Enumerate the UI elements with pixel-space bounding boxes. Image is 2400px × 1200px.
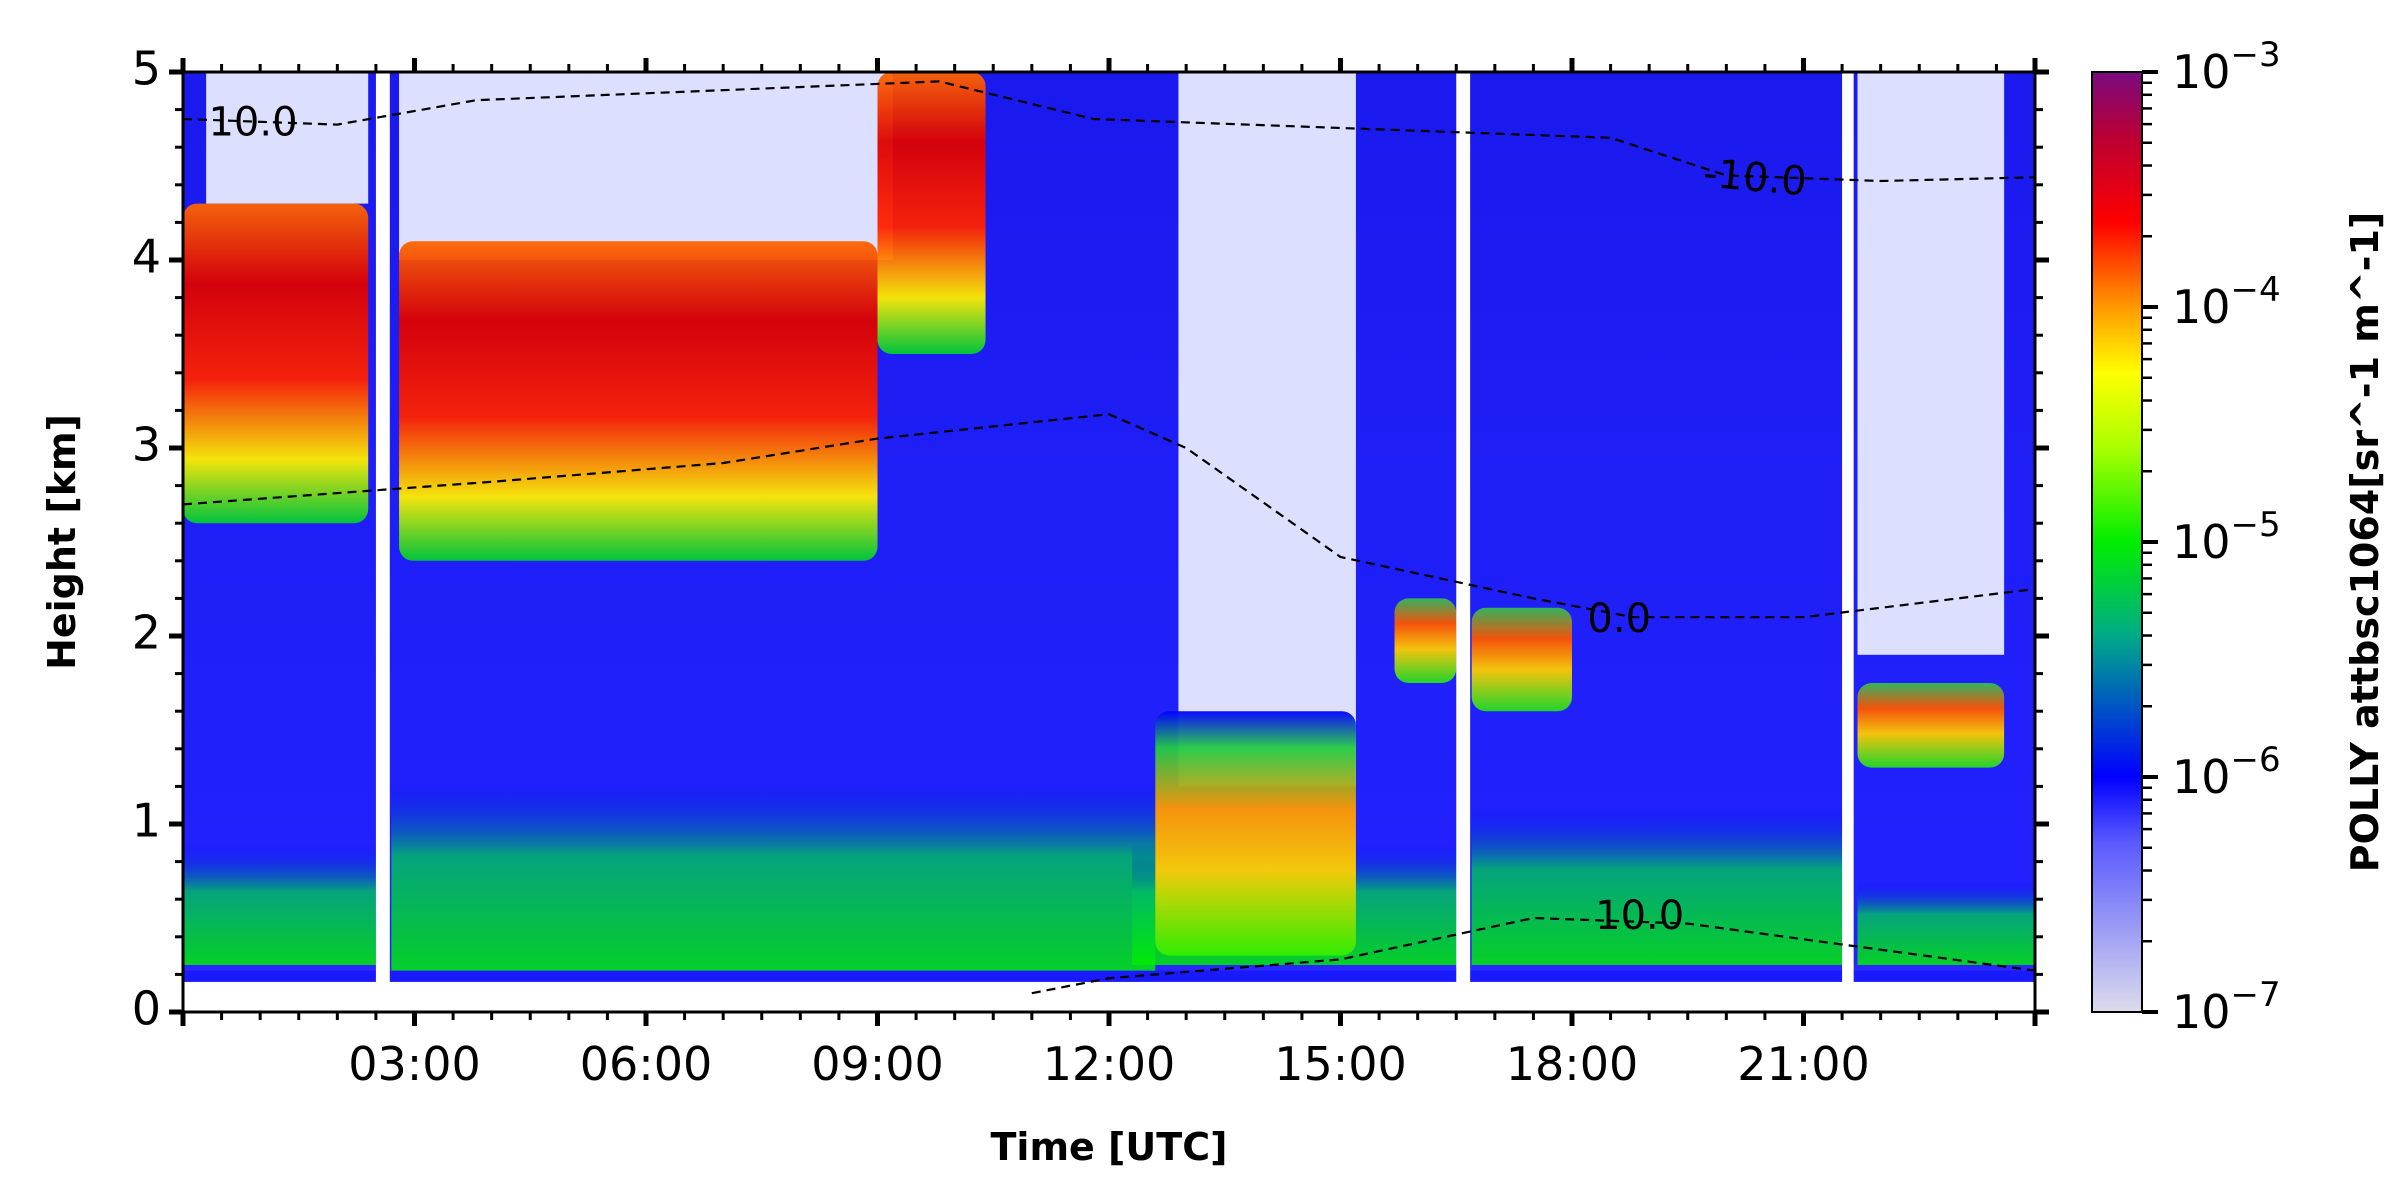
colorbar-tick-label: 10−5 <box>2172 505 2281 569</box>
aerosol-layer <box>391 777 1156 975</box>
contour-label: 0.0 <box>1587 596 1651 642</box>
aerosol-layer <box>1857 880 2035 965</box>
plot-area: 10.0 -10.0 0.0 10.0 <box>183 72 2035 1012</box>
x-tick-label: 03:00 <box>348 1037 481 1091</box>
colorbar-tick-label: 10−7 <box>2172 975 2281 1039</box>
x-axis-title: Time [UTC] <box>991 1125 1228 1169</box>
x-tick-label: 12:00 <box>1043 1037 1176 1091</box>
colorbar-gradient <box>2091 71 2143 1013</box>
clear-sky-region <box>1857 72 2005 655</box>
y-tick-label: 3 <box>132 418 161 472</box>
clear-sky-regions <box>206 72 2005 787</box>
x-tick-label: 15:00 <box>1274 1037 1407 1091</box>
contour-line <box>1031 916 2035 995</box>
cloud-feature <box>1857 683 2005 768</box>
colorbar-tick-label: 10−4 <box>2172 270 2281 334</box>
aerosol-layer <box>1471 805 1843 965</box>
clear-sky-region <box>399 72 893 260</box>
colorbar-title: POLLY attbsc1064[sr^-1 m^-1] <box>2343 212 2387 873</box>
cloud-feature <box>1471 607 1572 712</box>
y-tick-label: 2 <box>132 606 161 660</box>
cloud-feature <box>877 72 986 354</box>
data-gap <box>375 72 390 1012</box>
clear-sky-region <box>1178 72 1356 787</box>
temperature-contours <box>183 80 2035 995</box>
cloud-feature <box>399 241 878 561</box>
data-gap <box>1456 72 1471 1012</box>
data-gap <box>1842 72 1854 1012</box>
aerosol-feature <box>1155 711 1356 956</box>
y-tick-label: 4 <box>132 230 161 284</box>
data-gaps <box>375 72 1854 1012</box>
cloud-features <box>183 72 2005 956</box>
colorbar: 10−7 10−6 10−5 10−4 10−3 POLLY attbsc1064[sr… <box>2091 35 2387 1039</box>
colorbar-ticks: 10−7 10−6 10−5 10−4 10−3 <box>2142 35 2281 1039</box>
x-tick-label: 21:00 <box>1737 1037 1870 1091</box>
colorbar-tick-label: 10−3 <box>2172 35 2281 99</box>
below-overlap-band <box>183 981 2035 1012</box>
contour-label: -10.0 <box>1701 150 1808 205</box>
x-tick-label: 06:00 <box>580 1037 713 1091</box>
y-axis: 0 1 2 3 4 5 <box>132 42 2049 1036</box>
contour-labels: 10.0 -10.0 0.0 10.0 <box>208 100 1808 939</box>
contour-line <box>183 80 2035 183</box>
y-tick-label: 0 <box>132 982 161 1036</box>
y-tick-label: 1 <box>132 794 161 848</box>
x-tick-label: 18:00 <box>1506 1037 1639 1091</box>
colorbar-tick-label: 10−6 <box>2172 740 2281 804</box>
cloud-feature <box>1394 598 1457 683</box>
x-axis: 03:00 06:00 09:00 12:00 15:00 18:00 21:00 <box>180 58 2038 1091</box>
surface-band <box>183 970 2035 982</box>
cloud-feature <box>183 203 369 524</box>
x-tick-label: 09:00 <box>811 1037 944 1091</box>
contour-label: 10.0 <box>1595 893 1684 939</box>
y-axis-title: Height [km] <box>40 414 84 670</box>
y-tick-label: 5 <box>132 42 161 96</box>
clear-sky-region <box>206 72 369 204</box>
aerosol-layer <box>183 842 376 965</box>
boundary-layer-aerosol <box>183 777 2035 1012</box>
contour-label: 10.0 <box>208 100 297 146</box>
